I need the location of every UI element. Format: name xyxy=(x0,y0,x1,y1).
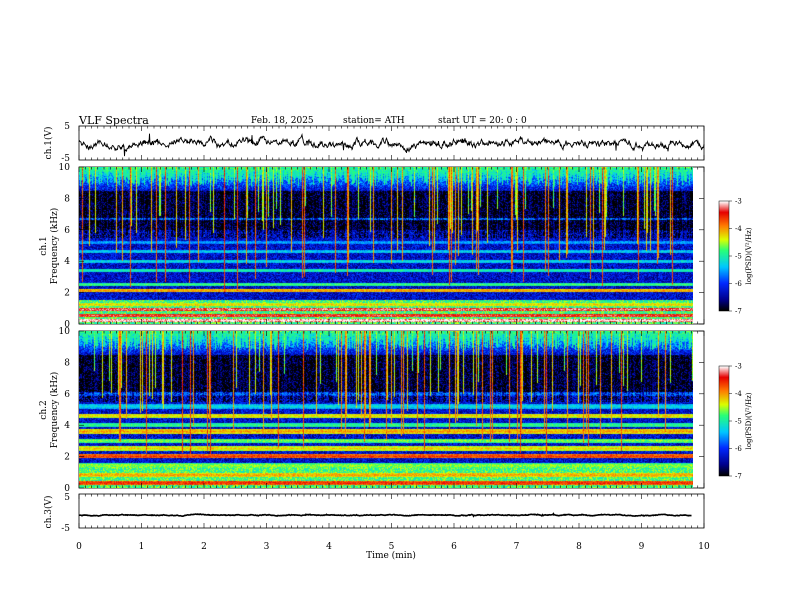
ch3-xticks xyxy=(78,494,705,528)
station-label: station= ATH xyxy=(343,116,405,126)
colorbar-tick-label: -3 xyxy=(735,198,742,206)
ch3-waveform-line xyxy=(78,512,692,518)
y-tick-label: 2 xyxy=(64,453,70,463)
ch2-spectrogram-image xyxy=(79,331,693,488)
ch1-colorbar-label: log(PSD)(V²/Hz) xyxy=(745,227,753,284)
ch2-colorbar: -3 -4 -5 -6 -7 log(PSD)(V²/Hz) xyxy=(718,363,753,481)
x-axis-label: Time (min) xyxy=(366,550,416,561)
ch1-waveform-line xyxy=(78,132,705,157)
y-tick-label: 6 xyxy=(64,226,70,236)
ch1-colorbar-gradient xyxy=(719,201,729,311)
ch1-colorbar-ticks: -3 -4 -5 -6 -7 xyxy=(729,198,742,316)
colorbar-tick-label: -7 xyxy=(735,473,742,481)
colorbar-tick-label: -3 xyxy=(735,363,742,371)
x-tick-label: 6 xyxy=(451,542,457,552)
ch1-spec-ylabel-ch: ch.1 xyxy=(39,236,49,255)
colorbar-tick-label: -6 xyxy=(735,280,742,288)
ch2-spectrogram-panel: 0 2 4 6 8 10 ch.2 Frequency (kHz) xyxy=(39,327,705,494)
x-tick-label: 0 xyxy=(76,542,82,552)
x-tick-label: 3 xyxy=(264,542,270,552)
ch1-spec-ylabel-freq: Frequency (kHz) xyxy=(49,208,60,285)
ch3-waveform-panel: 5 -5 ch.3(V) xyxy=(43,493,705,534)
ch1-waveform-panel: 5 -5 ch.1(V) xyxy=(43,122,705,164)
colorbar-tick-label: -4 xyxy=(735,225,742,233)
y-tick-label: 10 xyxy=(59,327,71,337)
ch1-colorbar: -3 -4 -5 -6 -7 log(PSD)(V²/Hz) xyxy=(718,198,753,316)
x-tick-label: 10 xyxy=(698,542,710,552)
ch1-spectrogram-image xyxy=(79,167,693,324)
ch1-ytick-top: 5 xyxy=(64,122,70,132)
colorbar-tick-label: -7 xyxy=(735,308,742,316)
ch1-spec-yticks: 0 2 4 6 8 10 xyxy=(59,163,704,330)
y-tick-label: 8 xyxy=(64,358,70,368)
ch2-spec-ylabel-freq: Frequency (kHz) xyxy=(49,372,60,449)
x-tick-label: 5 xyxy=(389,542,395,552)
ch2-spec-ylabel-ch: ch.2 xyxy=(39,400,49,419)
x-tick-label: 9 xyxy=(639,542,645,552)
y-tick-label: 4 xyxy=(64,257,70,267)
y-tick-label: 10 xyxy=(59,163,71,173)
ch1-ytick-bottom: -5 xyxy=(61,154,70,164)
y-tick-label: 0 xyxy=(64,484,70,494)
ch1-xticks xyxy=(78,126,705,160)
colorbar-tick-label: -5 xyxy=(735,418,742,426)
colorbar-tick-label: -4 xyxy=(735,390,742,398)
ch2-spec-xticks xyxy=(78,331,705,488)
y-tick-label: 0 xyxy=(64,320,70,330)
x-tick-label: 1 xyxy=(139,542,145,552)
colorbar-tick-label: -5 xyxy=(735,253,742,261)
ch3-ytick-top: 5 xyxy=(64,493,70,503)
figure-title: VLF Spectra xyxy=(78,114,149,127)
ch3-ylabel: ch.3(V) xyxy=(43,496,54,529)
start-time-label: start UT = 20: 0 : 0 xyxy=(438,116,527,126)
y-tick-label: 8 xyxy=(64,194,70,204)
ch1-spec-xticks xyxy=(78,167,705,324)
ch3-frame xyxy=(78,493,705,529)
y-tick-label: 2 xyxy=(64,289,70,299)
y-tick-label: 4 xyxy=(64,421,70,431)
date-label: Feb. 18, 2025 xyxy=(251,116,314,126)
y-tick-label: 6 xyxy=(64,390,70,400)
ch3-ytick-bottom: -5 xyxy=(61,524,70,534)
x-tick-labels: 0 1 2 3 4 5 6 7 8 9 10 xyxy=(76,542,710,552)
ch1-ylabel: ch.1(V) xyxy=(43,127,54,160)
x-tick-label: 8 xyxy=(576,542,582,552)
colorbar-tick-label: -6 xyxy=(735,445,742,453)
x-tick-label: 2 xyxy=(201,542,207,552)
ch1-spectrogram-panel: 0 2 4 6 8 10 ch.1 Frequency (kHz) xyxy=(39,163,705,330)
ch2-colorbar-ticks: -3 -4 -5 -6 -7 xyxy=(729,363,742,481)
ch2-colorbar-label: log(PSD)(V²/Hz) xyxy=(745,392,753,449)
x-tick-label: 7 xyxy=(514,542,520,552)
ch2-spec-yticks: 0 2 4 6 8 10 xyxy=(59,327,704,494)
ch2-colorbar-gradient xyxy=(719,366,729,476)
x-tick-label: 4 xyxy=(326,542,332,552)
